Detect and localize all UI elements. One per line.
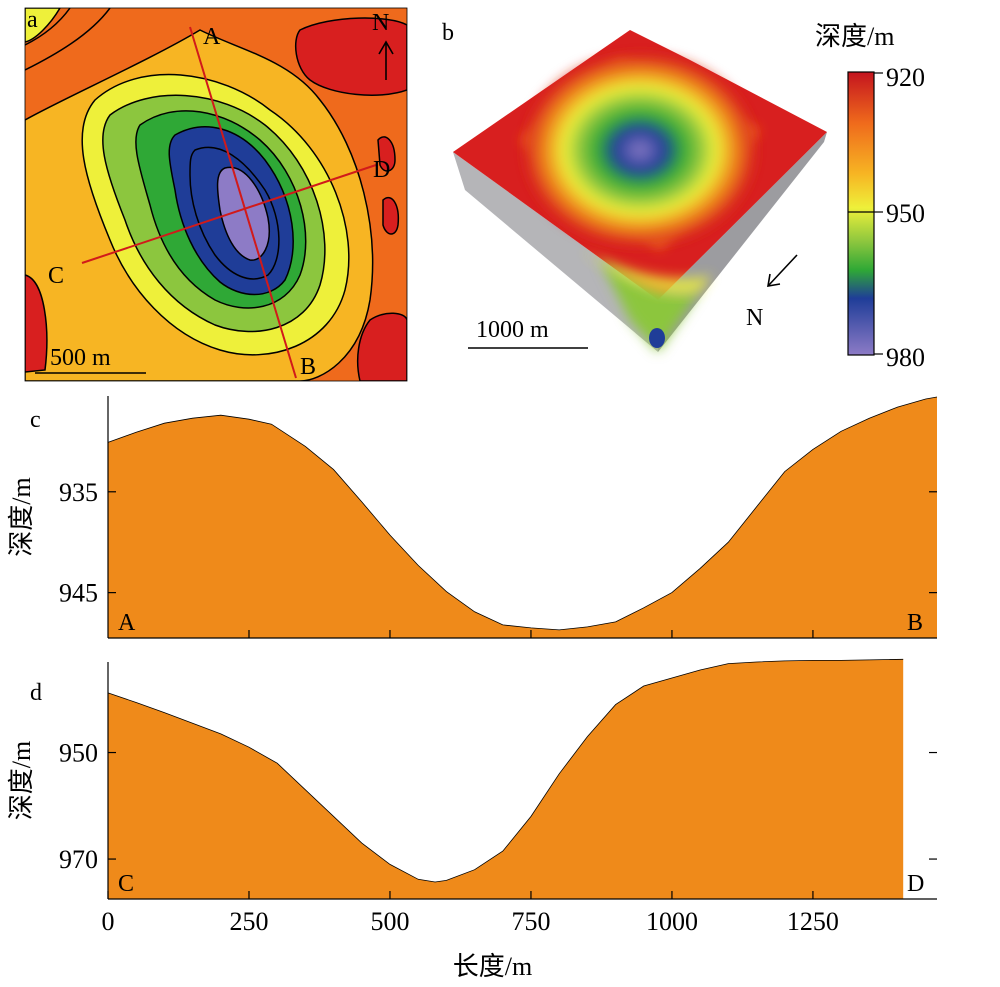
profile-line-d — [107, 658, 904, 883]
y-axis-label-c: 深度/m — [7, 477, 36, 556]
north-label-a: N — [372, 10, 389, 36]
y-tick-label-c-935: 935 — [59, 478, 98, 507]
contour-patch-red-se — [356, 312, 407, 381]
surface-strip-south — [600, 260, 700, 352]
contour-line-blue-inner — [189, 146, 280, 280]
contour-patch-red-ne — [294, 17, 407, 96]
profile-chart-CD: 950 970 0 250 500 750 1000 1250 深度/m 长度/m C D — [7, 658, 937, 981]
block-side-right — [658, 132, 827, 352]
panel-b-letter: b — [442, 20, 454, 46]
depression-shading — [525, 55, 755, 245]
north-label-b: N — [746, 305, 763, 331]
panel-d-letter: d — [30, 680, 42, 706]
contour-core-purple — [216, 166, 270, 261]
north-arrow-icon — [378, 40, 394, 80]
y-tick-label-d-970: 970 — [59, 845, 98, 874]
label-point-A: A — [203, 24, 221, 50]
label-point-D: D — [373, 157, 390, 183]
contour-patch-red-e2 — [382, 196, 400, 235]
contour-patch-red-e1 — [377, 136, 396, 172]
profile-area-d — [108, 659, 904, 899]
contour-line-nw2 — [25, 8, 71, 46]
label-point-C: C — [48, 263, 64, 289]
y-axis-label-d: 深度/m — [7, 741, 36, 820]
panel-a-letter: a — [27, 7, 38, 33]
x-tick-label-d-1000: 1000 — [646, 907, 698, 936]
endpoint-label-left-c: A — [118, 610, 136, 636]
panel-a-map — [25, 8, 407, 381]
colorbar-ticks — [848, 72, 883, 355]
label-point-B: B — [300, 354, 316, 380]
profile-line-AB — [189, 26, 297, 379]
colorbar-title: 深度/m — [815, 22, 894, 51]
x-tick-label-d-500: 500 — [370, 907, 409, 936]
contour-line-nw — [25, 8, 111, 71]
endpoint-label-right-d: D — [907, 871, 924, 897]
contour-patch-red-w — [25, 274, 48, 373]
x-tick-label-d-750: 750 — [511, 907, 550, 936]
colorbar-bar — [847, 71, 875, 356]
surface-strip-south-yellow — [580, 250, 712, 295]
north-arrow-b-icon — [767, 254, 798, 287]
y-tick-label-d-950: 950 — [59, 739, 98, 768]
x-tick-label-d-0: 0 — [102, 907, 115, 936]
endpoint-label-right-c: B — [907, 610, 923, 636]
x-tick-label-d-250: 250 — [229, 907, 268, 936]
surface-tip-blue — [649, 328, 665, 348]
x-axis-label-d: 长度/m — [453, 952, 532, 981]
profile-chart-AB: 935 945 深度/m A B — [7, 396, 938, 639]
profile-area-c — [108, 397, 937, 638]
profile-line-c — [107, 396, 938, 631]
map-frame — [24, 7, 408, 382]
x-tick-label-d-1250: 1250 — [787, 907, 839, 936]
colorbar-tick-950: 950 — [886, 199, 925, 228]
panel-c-letter: c — [30, 407, 41, 433]
y-tick-label-c-945: 945 — [59, 579, 98, 608]
panel-b-3d: b — [442, 20, 827, 352]
endpoint-label-left-d: C — [118, 871, 134, 897]
colorbar-tick-920: 920 — [886, 63, 925, 92]
block-side-left — [453, 152, 658, 352]
scale-bar-a-label: 500 m — [50, 345, 111, 371]
scale-bar-b-label: 1000 m — [476, 317, 549, 343]
colorbar-tick-980: 980 — [886, 343, 925, 372]
profile-line-CD — [81, 164, 377, 264]
